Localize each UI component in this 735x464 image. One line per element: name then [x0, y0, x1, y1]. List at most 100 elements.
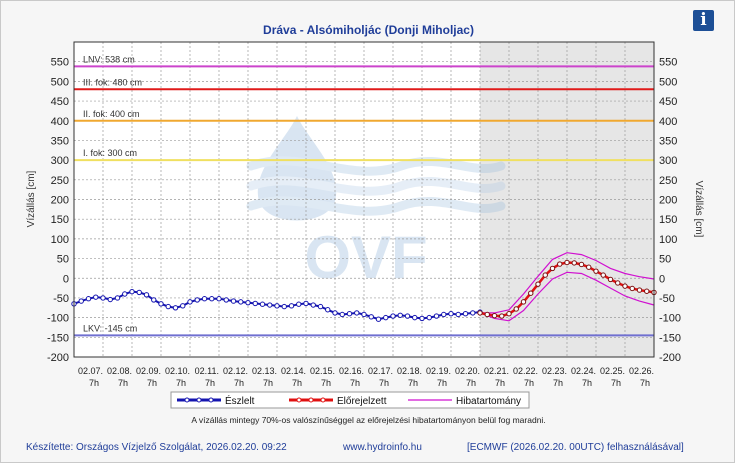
footer-url[interactable]: www.hydroinfo.hu	[343, 442, 422, 453]
x-tick-hour: 7h	[437, 378, 447, 388]
info-icon[interactable]: i	[693, 10, 714, 31]
x-tick-label: 02.22.	[513, 366, 538, 376]
observed-point	[325, 307, 331, 313]
observed-point	[216, 296, 222, 302]
forecast-point	[557, 261, 563, 267]
observed-point	[310, 302, 316, 308]
forecast-point	[644, 288, 650, 294]
y-tick-label-left: 350	[51, 135, 69, 147]
x-tick-hour: 7h	[466, 378, 476, 388]
y-tick-label-left: 500	[51, 76, 69, 88]
legend-forecast-label: Előrejelzett	[337, 396, 387, 407]
observed-point	[361, 311, 367, 318]
observed-point	[180, 303, 186, 309]
forecast-point	[629, 285, 635, 292]
y-tick-label-right: 300	[659, 155, 677, 167]
legend-forecast-marker	[308, 397, 314, 403]
observed-point	[165, 303, 171, 310]
y-tick-label-right: 100	[659, 234, 677, 246]
y-tick-label-left: -150	[47, 332, 69, 344]
observed-point	[136, 289, 142, 296]
x-tick-label: 02.13.	[252, 366, 277, 376]
x-tick-label: 02.16.	[339, 366, 364, 376]
observed-point	[252, 300, 258, 307]
legend-observed-marker	[196, 397, 202, 403]
y-tick-label-left: 250	[51, 175, 69, 187]
observed-point	[194, 297, 200, 303]
observed-point	[85, 296, 92, 302]
observed-point	[245, 299, 251, 306]
y-tick-label-left: 50	[57, 254, 69, 266]
error-band-line	[480, 252, 655, 314]
observed-point	[390, 313, 396, 319]
forecast-point	[542, 272, 548, 278]
observed-point	[462, 310, 469, 317]
legend-observed-marker	[184, 397, 190, 403]
x-tick-label: 02.07.	[78, 366, 103, 376]
reference-line-label: LKV: -145 cm	[83, 323, 137, 333]
y-tick-label-right: 350	[659, 135, 677, 147]
x-tick-label: 02.23.	[542, 366, 567, 376]
observed-point	[426, 314, 432, 321]
x-tick-label: 02.20.	[455, 366, 480, 376]
forecast-point	[528, 290, 534, 296]
y-tick-label-left: 100	[51, 234, 69, 246]
x-tick-hour: 7h	[176, 378, 186, 388]
x-tick-label: 02.09.	[136, 366, 161, 376]
legend-forecast-marker	[320, 397, 326, 403]
x-tick-hour: 7h	[640, 378, 650, 388]
observed-point	[107, 296, 113, 303]
observed-point	[259, 301, 266, 307]
x-tick-hour: 7h	[263, 378, 273, 388]
x-tick-hour: 7h	[118, 378, 128, 388]
legend-observed-label: Észlelt	[225, 394, 255, 407]
reference-line-label: II. fok: 400 cm	[83, 109, 140, 119]
observed-point	[267, 302, 273, 308]
y-tick-label-right: 500	[659, 76, 677, 88]
x-tick-label: 02.10.	[165, 366, 190, 376]
observed-point	[238, 299, 244, 305]
plot-frame	[73, 41, 655, 358]
forecast-point	[513, 306, 519, 312]
observed-point	[317, 303, 324, 310]
reference-line-label: III. fok: 480 cm	[83, 77, 142, 87]
y-axis-title-right: Vízállás [cm]	[693, 181, 704, 238]
chart-title: Dráva - Alsómiholjác (Donji Miholjac)	[263, 23, 474, 37]
forecast-point	[578, 261, 585, 268]
forecast-note: A vízállás mintegy 70%-os valószínűségge…	[191, 415, 546, 425]
y-tick-label-left: -200	[47, 352, 69, 364]
observed-point	[375, 316, 382, 322]
observed-point	[339, 311, 345, 318]
y-tick-label-left: 150	[51, 214, 69, 226]
y-tick-label-right: 150	[659, 214, 677, 226]
y-tick-label-left: -100	[47, 313, 69, 325]
observed-point	[209, 296, 215, 302]
observed-point	[441, 311, 447, 318]
x-tick-label: 02.14.	[281, 366, 306, 376]
forecast-point	[622, 283, 628, 289]
forecast-point	[549, 265, 556, 272]
reference-line-label: LNV: 538 cm	[83, 54, 135, 64]
x-tick-label: 02.08.	[107, 366, 132, 376]
observed-point	[158, 301, 164, 307]
observed-point	[187, 299, 193, 305]
observed-point	[455, 311, 461, 318]
x-tick-hour: 7h	[147, 378, 157, 388]
x-tick-label: 02.24.	[571, 366, 596, 376]
ovf-watermark: OVF	[246, 116, 506, 291]
observed-point	[281, 303, 287, 310]
footer-model: [ECMWF (2026.02.20. 00UTC) felhasználásá…	[467, 442, 684, 453]
observed-point	[114, 295, 121, 301]
observed-point	[412, 314, 418, 321]
x-tick-hour: 7h	[89, 378, 99, 388]
x-tick-hour: 7h	[408, 378, 418, 388]
observed-point	[223, 297, 229, 303]
forecast-point	[535, 281, 541, 287]
observed-point	[419, 315, 425, 322]
observed-point	[470, 310, 476, 316]
observed-point	[143, 292, 150, 298]
x-tick-label: 02.12.	[223, 366, 248, 376]
forecast-point	[477, 310, 483, 316]
legend-error-band-label: Hibatartomány	[456, 396, 521, 407]
